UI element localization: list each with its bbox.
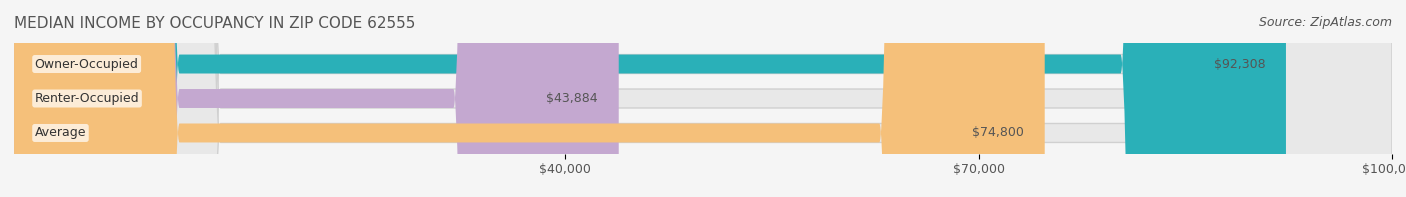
Text: $43,884: $43,884 — [547, 92, 598, 105]
FancyBboxPatch shape — [14, 0, 619, 197]
FancyBboxPatch shape — [14, 0, 1392, 197]
FancyBboxPatch shape — [14, 0, 1392, 197]
Text: Source: ZipAtlas.com: Source: ZipAtlas.com — [1258, 16, 1392, 29]
Text: Renter-Occupied: Renter-Occupied — [35, 92, 139, 105]
FancyBboxPatch shape — [14, 0, 1392, 197]
Text: Average: Average — [35, 126, 86, 139]
Text: MEDIAN INCOME BY OCCUPANCY IN ZIP CODE 62555: MEDIAN INCOME BY OCCUPANCY IN ZIP CODE 6… — [14, 16, 415, 31]
FancyBboxPatch shape — [14, 0, 1045, 197]
Text: Owner-Occupied: Owner-Occupied — [35, 58, 139, 71]
Text: $92,308: $92,308 — [1213, 58, 1265, 71]
Text: $74,800: $74,800 — [972, 126, 1024, 139]
FancyBboxPatch shape — [14, 0, 1286, 197]
